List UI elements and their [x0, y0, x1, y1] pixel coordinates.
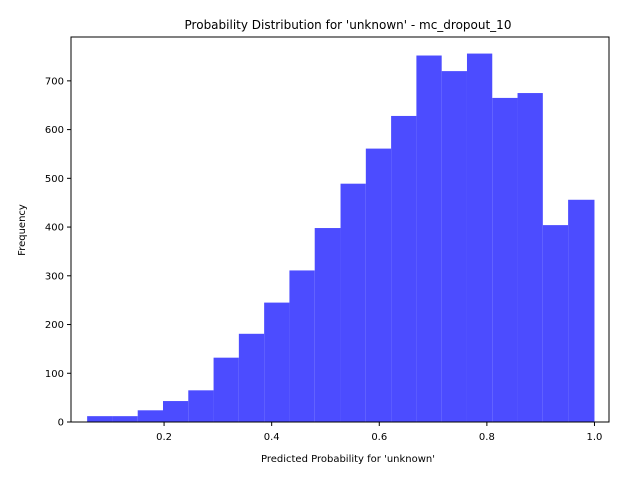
y-tick-label: 100: [45, 369, 64, 380]
x-axis-label: Predicted Probability for 'unknown': [261, 454, 435, 465]
histogram-bar: [416, 55, 442, 423]
x-tick-label: 0.6: [371, 432, 387, 443]
histogram-bar: [112, 416, 138, 422]
histogram-bar: [264, 302, 290, 422]
histogram-bar: [391, 115, 417, 422]
x-tick-label: 0.8: [479, 432, 495, 443]
y-tick-label: 0: [58, 418, 64, 429]
x-tick-label: 0.4: [264, 432, 280, 443]
x-axis-ticks: 0.2 0.4 0.6 0.8 1.0: [156, 422, 602, 443]
y-axis-label: Frequency: [17, 204, 28, 256]
y-tick-label: 500: [45, 174, 64, 185]
y-tick-label: 400: [45, 223, 64, 234]
histogram-bar: [568, 199, 595, 422]
histogram-bar: [517, 93, 543, 422]
histogram-bar: [314, 228, 341, 422]
y-tick-label: 700: [45, 76, 64, 87]
y-tick-label: 300: [45, 271, 64, 282]
histogram-bar: [137, 410, 163, 422]
histogram-bar: [542, 225, 569, 422]
x-tick-label: 0.2: [156, 432, 172, 443]
y-tick-label: 200: [45, 320, 64, 331]
histogram-bar: [365, 148, 392, 423]
histogram-bars: [87, 53, 595, 423]
x-tick-label: 1.0: [587, 432, 603, 443]
histogram-bar: [238, 333, 265, 422]
chart-title: Probability Distribution for 'unknown' -…: [185, 18, 512, 32]
axes-frame: [70, 36, 610, 423]
histogram-bar: [492, 97, 518, 422]
histogram-bar: [213, 357, 239, 422]
histogram-bar: [289, 270, 315, 422]
histogram-bar: [441, 71, 467, 422]
histogram-bar: [466, 53, 493, 423]
histogram-bar: [340, 183, 366, 422]
histogram-bar: [162, 401, 189, 422]
histogram-bar: [87, 416, 113, 422]
histogram-bar: [188, 390, 214, 422]
y-axis-ticks: 0 100 200 300 400 500 600 700: [45, 76, 71, 429]
y-tick-label: 600: [45, 125, 64, 136]
